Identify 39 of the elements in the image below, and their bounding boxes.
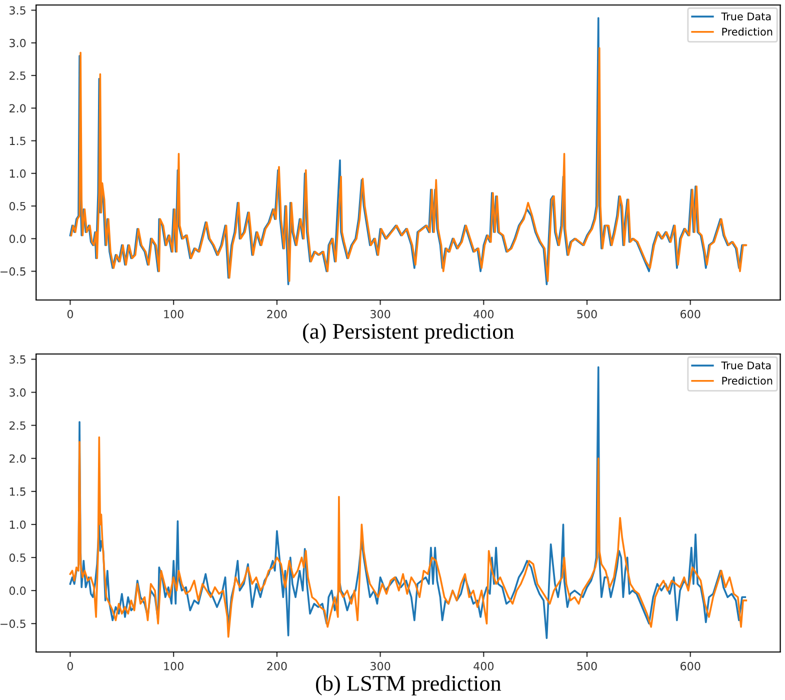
x-tick-label: 0 — [67, 310, 74, 318]
legend-label: True Data — [721, 362, 771, 370]
y-tick-label: 0.0 — [9, 586, 26, 595]
y-tick-label: 3.5 — [10, 6, 26, 15]
line-series — [69, 436, 748, 638]
y-tick-label: −0.5 — [0, 267, 26, 276]
y-tick-label: 0.5 — [9, 553, 26, 562]
y-tick-label: 2.0 — [10, 104, 26, 112]
x-tick-label: 400 — [474, 662, 494, 670]
y-tick-label: 1.0 — [10, 520, 26, 529]
x-tick-label: 500 — [577, 662, 597, 670]
x-axis-title: (a) Persistent prediction — [303, 323, 514, 344]
y-tick-label: −0.5 — [0, 620, 26, 628]
legend-label: Prediction — [722, 376, 772, 385]
legend-label: True Data — [721, 12, 771, 20]
x-tick-label: 0 — [67, 662, 74, 670]
y-tick-label: 0.5 — [9, 202, 26, 210]
x-tick-label: 200 — [267, 662, 287, 670]
y-tick-label: 2.5 — [10, 421, 26, 430]
y-tick-label: 3.0 — [10, 38, 26, 48]
x-tick-label: 300 — [370, 662, 390, 670]
y-tick-label: 2.5 — [10, 71, 26, 80]
x-tick-label: 500 — [577, 310, 597, 318]
x-tick-label: 600 — [680, 310, 700, 318]
x-tick-label: 300 — [370, 310, 390, 318]
x-tick-label: 100 — [164, 310, 184, 318]
x-axis-title: (b) LSTM prediction — [316, 675, 502, 696]
y-tick-label: 1.5 — [10, 136, 26, 146]
y-tick-label: 1.5 — [10, 488, 26, 496]
x-tick-label: 400 — [474, 310, 494, 318]
x-tick-label: 600 — [680, 662, 700, 670]
legend-label: Prediction — [722, 28, 772, 36]
x-tick-label: 100 — [164, 662, 184, 670]
y-tick-label: 3.5 — [10, 355, 26, 364]
y-tick-label: 3.0 — [10, 388, 26, 397]
y-tick-label: 1.0 — [10, 169, 26, 178]
y-tick-label: 0.0 — [9, 234, 26, 244]
x-tick-label: 200 — [267, 310, 287, 318]
y-tick-label: 2.0 — [10, 454, 26, 463]
